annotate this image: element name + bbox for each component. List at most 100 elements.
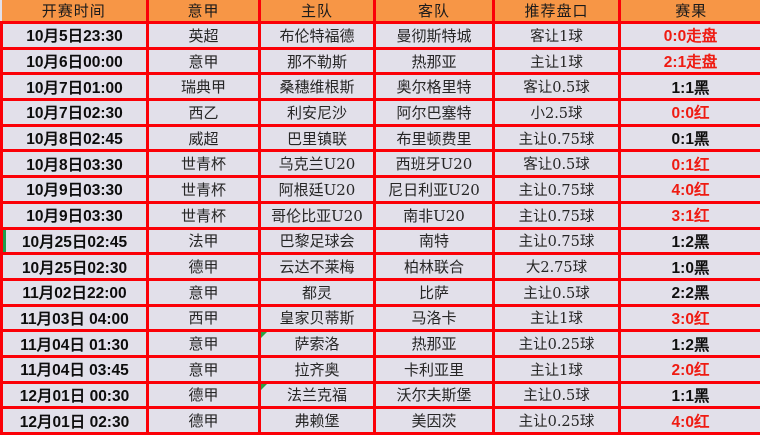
cell-match-time[interactable]: 12月01日 00:30 [0,380,149,410]
cell-match-time[interactable]: 11月02日22:00 [0,277,149,307]
cell-result[interactable]: 4:0红 [618,406,760,435]
cell-match-time[interactable]: 10月7日01:00 [0,72,149,102]
cell-league[interactable]: 意甲 [146,329,261,358]
cell-league[interactable]: 西乙 [146,98,261,127]
cell-match-time[interactable]: 10月8日03:30 [0,149,149,179]
cell-result[interactable]: 1:1黑 [618,72,760,102]
cell-result[interactable]: 1:2黑 [618,226,760,256]
table-row[interactable]: 10月5日23:30 英超 布伦特福德 曼彻斯特城 客让1球 0:0走盘 [0,21,760,50]
cell-recommended-handicap[interactable]: 主让1球 [492,303,621,333]
cell-home-team[interactable]: 弗赖堡 [258,406,376,435]
cell-league[interactable]: 德甲 [146,406,261,435]
cell-match-time[interactable]: 10月25日02:30 [0,252,149,281]
cell-match-time[interactable]: 10月5日23:30 [0,21,149,50]
cell-recommended-handicap[interactable]: 主让1球 [492,46,621,76]
column-header-away[interactable]: 客队 [373,0,495,24]
cell-recommended-handicap[interactable]: 小2.5球 [492,98,621,127]
cell-away-team[interactable]: 奥尔格里特 [373,72,495,102]
cell-league[interactable]: 世青杯 [146,175,261,204]
cell-match-time[interactable]: 10月7日02:30 [0,98,149,127]
cell-recommended-handicap[interactable]: 大2.75球 [492,252,621,281]
cell-league[interactable]: 英超 [146,21,261,50]
table-row[interactable]: 10月8日03:30 世青杯 乌克兰U20 西班牙U20 客让0.5球 0:1红 [0,149,760,179]
cell-home-team[interactable]: 哥伦比亚U20 [258,200,376,230]
table-row[interactable]: 10月25日02:30 德甲 云达不莱梅 柏林联合 大2.75球 1:0黑 [0,252,760,281]
cell-match-time[interactable]: 11月04日 01:30 [0,329,149,358]
table-row[interactable]: 11月02日22:00 意甲 都灵 比萨 主让0.5球 2:2黑 [0,277,760,307]
cell-match-time[interactable]: 10月9日03:30 [0,200,149,230]
cell-result[interactable]: 3:0红 [618,303,760,333]
cell-match-time[interactable]: 11月04日 03:45 [0,354,149,384]
cell-result[interactable]: 2:1走盘 [618,46,760,76]
cell-recommended-handicap[interactable]: 主让0.25球 [492,329,621,358]
cell-home-team[interactable]: 那不勒斯 [258,46,376,76]
table-row[interactable]: 10月8日02:45 威超 巴里镇联 布里顿费里 主让0.75球 0:1黑 [0,123,760,153]
cell-match-time[interactable]: 12月01日 02:30 [0,406,149,435]
cell-away-team[interactable]: 阿尔巴塞特 [373,98,495,127]
cell-away-team[interactable]: 南特 [373,226,495,256]
cell-away-team[interactable]: 沃尔夫斯堡 [373,380,495,410]
table-row[interactable]: 11月03日 04:00 西甲 皇家贝蒂斯 马洛卡 主让1球 3:0红 [0,303,760,333]
cell-recommended-handicap[interactable]: 客让1球 [492,21,621,50]
cell-league[interactable]: 意甲 [146,277,261,307]
cell-match-time[interactable]: 10月6日00:00 [0,46,149,76]
cell-home-team[interactable]: 布伦特福德 [258,21,376,50]
column-header-odds[interactable]: 推荐盘口 [492,0,621,24]
cell-away-team[interactable]: 热那亚 [373,329,495,358]
cell-away-team[interactable]: 西班牙U20 [373,149,495,179]
cell-away-team[interactable]: 布里顿费里 [373,123,495,153]
cell-recommended-handicap[interactable]: 主让0.75球 [492,123,621,153]
cell-league[interactable]: 威超 [146,123,261,153]
cell-league[interactable]: 世青杯 [146,149,261,179]
cell-result[interactable]: 2:0红 [618,354,760,384]
cell-result[interactable]: 0:0走盘 [618,21,760,50]
table-row[interactable]: 12月01日 02:30 德甲 弗赖堡 美因茨 主让0.25球 4:0红 [0,406,760,435]
table-row[interactable]: 11月04日 03:45 意甲 拉齐奥 卡利亚里 主让1球 2:0红 [0,354,760,384]
cell-result[interactable]: 0:0红 [618,98,760,127]
cell-result[interactable]: 2:2黑 [618,277,760,307]
cell-league[interactable]: 德甲 [146,380,261,410]
cell-home-team[interactable]: 利安尼沙 [258,98,376,127]
cell-result[interactable]: 0:1黑 [618,123,760,153]
cell-home-team[interactable]: 巴黎足球会 [258,226,376,256]
cell-recommended-handicap[interactable]: 主让0.75球 [492,200,621,230]
cell-result[interactable]: 1:0黑 [618,252,760,281]
cell-away-team[interactable]: 柏林联合 [373,252,495,281]
cell-recommended-handicap[interactable]: 主让0.25球 [492,406,621,435]
column-header-home[interactable]: 主队 [258,0,376,24]
cell-match-time[interactable]: 10月9日03:30 [0,175,149,204]
cell-home-team[interactable]: 法兰克福 [258,380,376,410]
cell-result[interactable]: 3:1红 [618,200,760,230]
cell-recommended-handicap[interactable]: 客让0.5球 [492,149,621,179]
column-header-league[interactable]: 意甲 [146,0,261,24]
cell-league[interactable]: 德甲 [146,252,261,281]
cell-recommended-handicap[interactable]: 主让1球 [492,354,621,384]
cell-home-team[interactable]: 桑穗维根斯 [258,72,376,102]
cell-home-team[interactable]: 皇家贝蒂斯 [258,303,376,333]
cell-league[interactable]: 世青杯 [146,200,261,230]
cell-recommended-handicap[interactable]: 主让0.75球 [492,175,621,204]
cell-league[interactable]: 意甲 [146,46,261,76]
cell-home-team[interactable]: 云达不莱梅 [258,252,376,281]
cell-recommended-handicap[interactable]: 客让0.5球 [492,72,621,102]
cell-result[interactable]: 4:0红 [618,175,760,204]
cell-league[interactable]: 瑞典甲 [146,72,261,102]
cell-home-team[interactable]: 乌克兰U20 [258,149,376,179]
cell-home-team[interactable]: 萨索洛 [258,329,376,358]
table-row[interactable]: 10月25日02:45 法甲 巴黎足球会 南特 主让0.75球 1:2黑 [0,226,760,256]
cell-result[interactable]: 1:1黑 [618,380,760,410]
cell-away-team[interactable]: 尼日利亚U20 [373,175,495,204]
cell-away-team[interactable]: 南非U20 [373,200,495,230]
cell-match-time[interactable]: 10月8日02:45 [0,123,149,153]
cell-league[interactable]: 西甲 [146,303,261,333]
cell-home-team[interactable]: 巴里镇联 [258,123,376,153]
cell-away-team[interactable]: 热那亚 [373,46,495,76]
cell-away-team[interactable]: 曼彻斯特城 [373,21,495,50]
column-header-result[interactable]: 赛果 [618,0,760,24]
column-header-time[interactable]: 开赛时间 [1,0,149,24]
cell-recommended-handicap[interactable]: 主让0.5球 [492,380,621,410]
cell-home-team[interactable]: 阿根廷U20 [258,175,376,204]
cell-result[interactable]: 0:1红 [618,149,760,179]
table-row[interactable]: 10月6日00:00 意甲 那不勒斯 热那亚 主让1球 2:1走盘 [0,46,760,76]
table-row[interactable]: 10月7日02:30 西乙 利安尼沙 阿尔巴塞特 小2.5球 0:0红 [0,98,760,127]
